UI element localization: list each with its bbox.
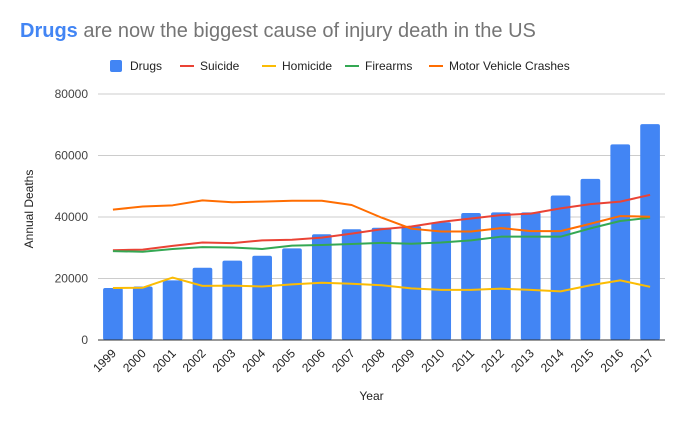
bar-drugs	[311, 234, 332, 340]
y-tick-label: 0	[81, 333, 88, 347]
bar-drugs	[401, 226, 422, 340]
bar-drugs	[192, 267, 213, 340]
chart-title: Drugs are now the biggest cause of injur…	[20, 20, 536, 42]
x-tick-label: 2010	[419, 346, 448, 375]
bar-drugs	[610, 144, 631, 340]
x-tick-label: 2005	[269, 346, 298, 375]
x-axis-label: Year	[359, 389, 383, 403]
legend-label: Homicide	[282, 59, 332, 73]
bar-drugs	[371, 227, 392, 340]
y-axis-label: Annual Deaths	[22, 170, 36, 249]
x-tick-label: 2006	[299, 346, 328, 375]
bar-drugs	[162, 280, 183, 340]
line-motor-vehicle-crashes	[112, 199, 651, 233]
bar-drugs	[491, 212, 511, 340]
bar-drugs	[461, 213, 481, 340]
legend-label: Suicide	[200, 59, 240, 73]
bar-drugs	[103, 288, 123, 340]
legend-label: Drugs	[130, 59, 162, 73]
bar-drugs	[282, 248, 302, 340]
x-tick-label: 2009	[389, 346, 418, 375]
x-tick-label: 2000	[120, 346, 149, 375]
x-tick-label: 2012	[478, 346, 507, 375]
bar-drugs	[252, 255, 272, 340]
bar-drugs	[222, 260, 243, 340]
legend-label: Firearms	[365, 59, 412, 73]
line-homicide	[112, 276, 651, 293]
y-tick-label: 20000	[55, 272, 89, 286]
bar-drugs	[580, 178, 601, 340]
bar-drugs	[431, 222, 452, 340]
x-tick-label: 2002	[180, 346, 209, 375]
x-tick-label: 2008	[359, 346, 388, 375]
x-tick-label: 2004	[239, 346, 268, 375]
y-tick-label: 80000	[55, 87, 89, 101]
legend-swatch	[110, 60, 122, 72]
legend-label: Motor Vehicle Crashes	[449, 59, 570, 73]
x-tick-label: 2003	[210, 346, 239, 375]
bar-drugs	[550, 195, 571, 340]
y-tick-label: 60000	[55, 149, 89, 163]
x-tick-label: 2015	[568, 346, 597, 375]
x-tick-label: 1999	[90, 346, 119, 375]
y-tick-label: 40000	[55, 210, 89, 224]
x-tick-label: 2016	[598, 346, 627, 375]
bar-drugs	[132, 286, 153, 340]
x-tick-label: 2014	[538, 346, 567, 375]
line-suicide	[112, 193, 651, 252]
bar-drugs	[640, 124, 660, 340]
x-tick-label: 2013	[508, 346, 537, 375]
x-tick-label: 2007	[329, 346, 358, 375]
x-tick-label: 2001	[150, 346, 179, 375]
x-tick-label: 2011	[449, 346, 477, 374]
line-firearms	[112, 216, 651, 253]
bar-drugs	[520, 212, 541, 340]
x-tick-label: 2017	[627, 346, 656, 375]
